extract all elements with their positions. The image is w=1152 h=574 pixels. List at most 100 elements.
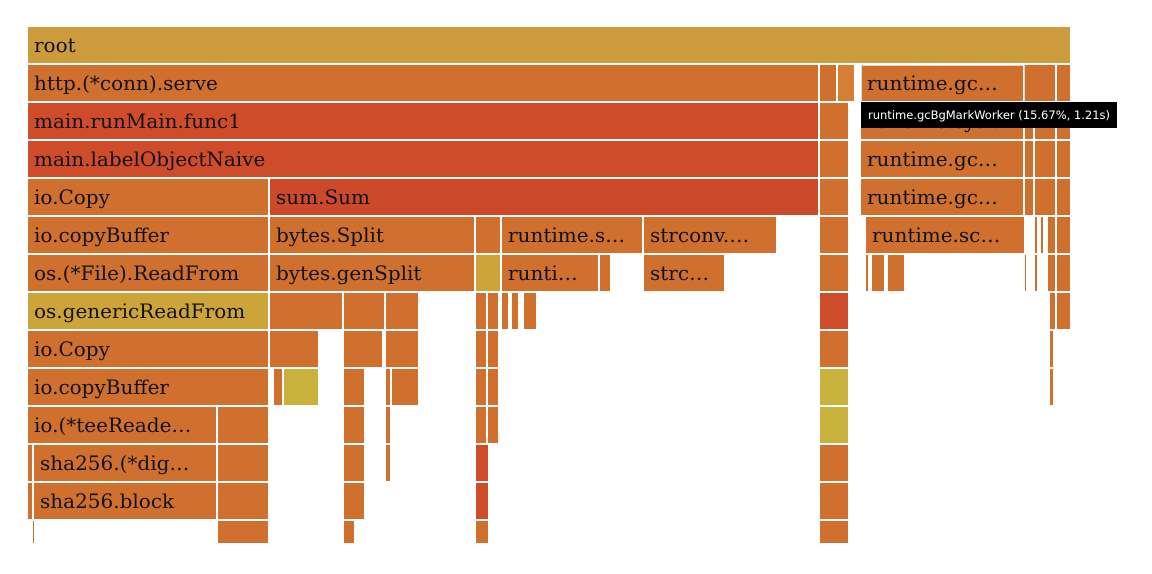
frame-block[interactable] xyxy=(1057,217,1072,255)
frame-block[interactable] xyxy=(1050,331,1055,369)
frame-block[interactable] xyxy=(1041,217,1045,255)
frame-block[interactable] xyxy=(218,407,270,445)
frame-block[interactable] xyxy=(1057,179,1072,217)
frame-run-main[interactable]: main.runMain.func1 xyxy=(28,103,820,141)
frame-tee-reader[interactable]: io.(*teeReade… xyxy=(28,407,218,445)
frame-block[interactable] xyxy=(1050,369,1055,407)
frame-block[interactable] xyxy=(386,293,420,331)
frame-block[interactable] xyxy=(1035,179,1057,217)
frame-block[interactable] xyxy=(488,293,500,331)
frame-label-object[interactable]: main.labelObjectNaive xyxy=(28,141,820,179)
frame-strconv[interactable]: strconv.… xyxy=(644,217,778,255)
frame-bytes-split[interactable]: bytes.Split xyxy=(270,217,476,255)
frame-block[interactable] xyxy=(476,445,490,483)
frame-block[interactable] xyxy=(344,293,386,331)
frame-block[interactable] xyxy=(512,293,520,331)
frame-block[interactable] xyxy=(218,483,270,521)
frame-block[interactable] xyxy=(386,331,420,369)
frame-gc-drain[interactable]: runtime.gc… xyxy=(861,141,1025,179)
frame-block[interactable] xyxy=(476,331,488,369)
frame-block[interactable] xyxy=(344,445,366,483)
frame-block[interactable] xyxy=(1057,65,1072,103)
frame-io-copy[interactable]: io.Copy xyxy=(28,179,270,217)
frame-sum-sum[interactable]: sum.Sum xyxy=(270,179,820,217)
frame-block[interactable] xyxy=(1048,217,1057,255)
frame-block[interactable] xyxy=(820,141,850,179)
frame-io-copy-buffer-2[interactable]: io.copyBuffer xyxy=(28,369,270,407)
frame-block[interactable] xyxy=(524,293,538,331)
frame-block[interactable] xyxy=(1035,217,1039,255)
frame-runtime-s[interactable]: runtime.s… xyxy=(502,217,644,255)
frame-block[interactable] xyxy=(866,255,870,293)
frame-runtime-sc[interactable]: runtime.sc… xyxy=(866,217,1026,255)
frame-block[interactable] xyxy=(1057,293,1072,331)
frame-block[interactable] xyxy=(1035,255,1039,293)
frame-block[interactable] xyxy=(838,65,856,103)
frame-block[interactable] xyxy=(820,369,850,407)
frame-block[interactable] xyxy=(476,407,488,445)
frame-block[interactable] xyxy=(476,255,502,293)
frame-block[interactable] xyxy=(820,217,850,255)
frame-block[interactable] xyxy=(1025,141,1035,179)
frame-bytes-gen-split[interactable]: bytes.genSplit xyxy=(270,255,476,293)
frame-block[interactable] xyxy=(888,255,906,293)
frame-block[interactable] xyxy=(344,407,366,445)
frame-strc[interactable]: strc… xyxy=(644,255,726,293)
frame-block[interactable] xyxy=(476,293,488,331)
frame-block[interactable] xyxy=(392,369,420,407)
frame-block[interactable] xyxy=(476,521,490,545)
frame-block[interactable] xyxy=(1057,255,1072,293)
frame-generic-read-from[interactable]: os.genericReadFrom xyxy=(28,293,270,331)
frame-block[interactable] xyxy=(820,407,850,445)
frame-block[interactable] xyxy=(344,521,356,545)
frame-block[interactable] xyxy=(344,483,366,521)
frame-block[interactable] xyxy=(344,369,366,407)
frame-sha-block[interactable]: sha256.block xyxy=(34,483,218,521)
frame-block[interactable] xyxy=(1025,255,1028,293)
frame-block[interactable] xyxy=(284,369,320,407)
frame-io-copy-buffer[interactable]: io.copyBuffer xyxy=(28,217,270,255)
frame-serve[interactable]: http.(*conn).serve xyxy=(28,65,820,103)
frame-block[interactable] xyxy=(820,445,850,483)
frame-block[interactable] xyxy=(820,331,850,369)
frame-io-copy-2[interactable]: io.Copy xyxy=(28,331,270,369)
frame-root[interactable]: root xyxy=(28,27,1072,65)
frame-block[interactable] xyxy=(820,103,850,141)
frame-block[interactable] xyxy=(1050,293,1057,331)
frame-file-read-from[interactable]: os.(*File).ReadFrom xyxy=(28,255,270,293)
frame-block[interactable] xyxy=(1048,255,1057,293)
frame-block[interactable] xyxy=(488,331,500,369)
frame-block[interactable] xyxy=(1057,141,1072,179)
frame-block[interactable] xyxy=(820,255,850,293)
frame-block[interactable] xyxy=(820,65,838,103)
frame-block[interactable] xyxy=(1025,179,1035,217)
frame-block[interactable] xyxy=(488,407,500,445)
frame-block[interactable] xyxy=(872,255,886,293)
frame-block[interactable] xyxy=(1025,65,1057,103)
frame-block[interactable] xyxy=(476,369,488,407)
frame-block[interactable] xyxy=(33,521,36,545)
frame-gc-mark-root[interactable]: runtime.gc… xyxy=(861,179,1025,217)
frame-block[interactable] xyxy=(1035,141,1057,179)
frame-block[interactable] xyxy=(270,331,320,369)
frame-block[interactable] xyxy=(28,445,34,483)
frame-block[interactable] xyxy=(218,521,270,545)
frame-block[interactable] xyxy=(386,407,392,445)
frame-block[interactable] xyxy=(820,293,850,331)
frame-block[interactable] xyxy=(820,179,850,217)
frame-block[interactable] xyxy=(386,445,392,483)
frame-block[interactable] xyxy=(600,255,612,293)
frame-block[interactable] xyxy=(820,483,850,521)
frame-block[interactable] xyxy=(274,369,284,407)
frame-block[interactable] xyxy=(28,483,34,521)
frame-block[interactable] xyxy=(476,217,502,255)
frame-block[interactable] xyxy=(820,521,850,545)
frame-runti[interactable]: runti… xyxy=(502,255,600,293)
frame-block[interactable] xyxy=(476,483,490,521)
frame-block[interactable] xyxy=(386,369,392,407)
frame-block[interactable] xyxy=(344,331,384,369)
frame-sha-dig[interactable]: sha256.(*dig… xyxy=(34,445,218,483)
frame-gc-bg-mark[interactable]: runtime.gc… xyxy=(861,65,1025,103)
frame-block[interactable] xyxy=(502,293,510,331)
frame-block[interactable] xyxy=(218,445,270,483)
